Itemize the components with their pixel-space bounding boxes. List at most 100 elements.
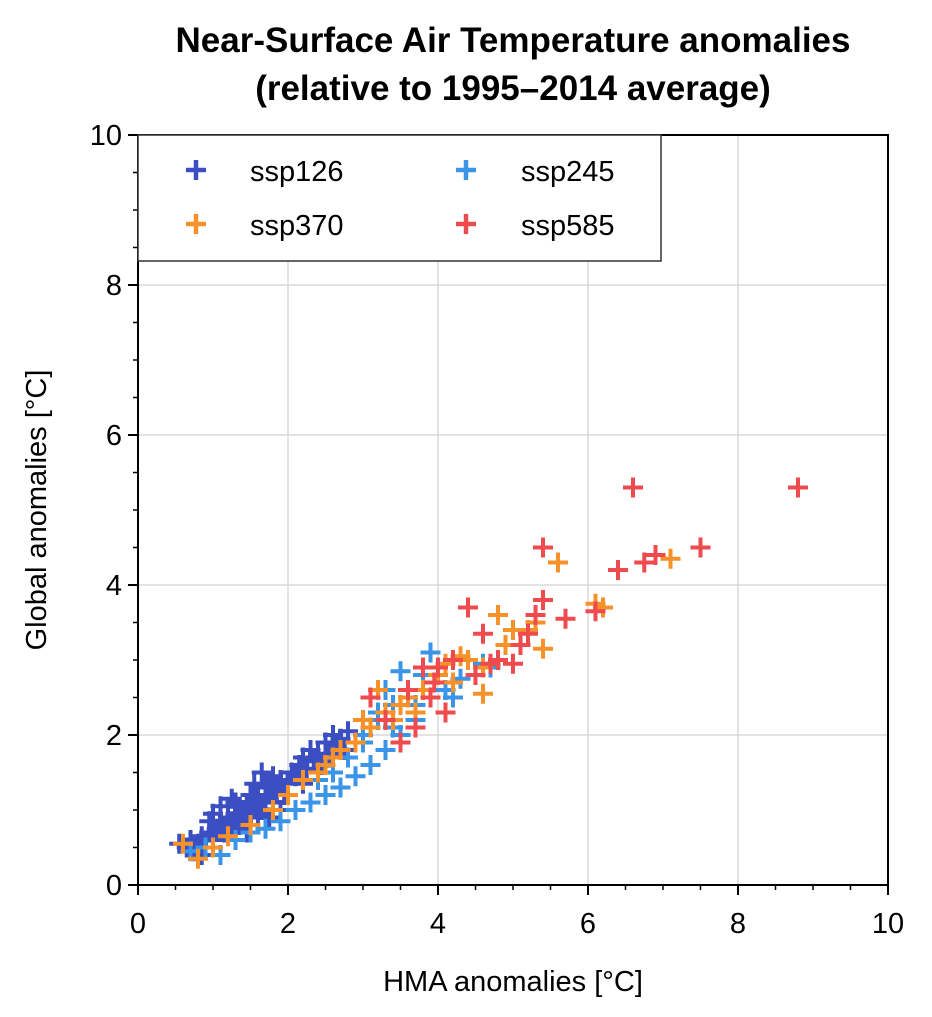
data-point — [255, 818, 276, 839]
data-point — [199, 811, 220, 832]
y-tick-label: 0 — [106, 870, 122, 902]
y-tick-label: 8 — [106, 270, 122, 302]
series-ssp370 — [173, 548, 681, 869]
y-tick-label: 6 — [106, 420, 122, 452]
data-point — [420, 687, 441, 708]
y-axis-label: Global anomalies [°C] — [21, 370, 53, 651]
data-points — [169, 477, 808, 869]
data-point — [585, 601, 606, 622]
y-tick-label: 4 — [106, 570, 122, 602]
data-point — [308, 743, 328, 764]
data-point — [390, 695, 411, 715]
data-point — [503, 653, 523, 674]
data-point — [218, 826, 238, 847]
legend-marker-ssp370 — [186, 214, 206, 234]
data-point — [608, 560, 628, 580]
data-point — [390, 732, 411, 753]
data-point — [353, 710, 373, 730]
data-point — [375, 740, 396, 760]
data-point — [488, 605, 508, 625]
x-tick-label: 8 — [730, 908, 746, 940]
data-point — [555, 608, 576, 629]
data-point — [473, 683, 493, 704]
data-point — [424, 672, 445, 693]
legend-marker-ssp126 — [186, 160, 206, 180]
x-tick-label: 4 — [430, 908, 446, 940]
data-point — [210, 796, 231, 817]
data-point — [518, 623, 538, 644]
data-point — [510, 635, 531, 655]
data-point — [443, 672, 463, 693]
y-tick-label: 2 — [106, 720, 122, 752]
y-tick-labels: 0 2 4 6 8 10 — [90, 120, 122, 902]
data-point — [788, 477, 808, 498]
legend-label-ssp245: ssp245 — [521, 156, 615, 188]
data-point — [315, 785, 336, 805]
x-tick-label: 2 — [280, 908, 296, 940]
legend-label-ssp370: ssp370 — [250, 210, 344, 242]
data-point — [300, 792, 321, 813]
legend-label-ssp126: ssp126 — [250, 156, 344, 188]
data-point — [293, 770, 313, 790]
data-point — [221, 788, 242, 809]
data-point — [420, 642, 441, 663]
data-point — [660, 548, 681, 569]
data-point — [270, 811, 291, 832]
chart-title: Near-Surface Air Temperature anomalies — [176, 21, 851, 60]
legend-box — [137, 134, 662, 262]
data-point — [375, 710, 396, 730]
data-point — [533, 590, 553, 610]
data-point — [413, 657, 433, 678]
legend-marker-ssp585 — [456, 214, 476, 234]
data-point — [690, 537, 711, 558]
data-point — [480, 653, 501, 674]
data-point — [458, 597, 478, 618]
x-tick-labels: 0 2 4 6 8 10 — [130, 908, 904, 940]
legend: ssp126 ssp245 ssp370 ssp585 — [137, 134, 662, 262]
x-tick-label: 6 — [580, 908, 596, 940]
data-point — [345, 766, 366, 787]
data-point — [623, 477, 643, 498]
data-point — [525, 605, 546, 625]
data-point — [330, 777, 351, 798]
x-tick-label: 0 — [130, 908, 146, 940]
data-point — [225, 792, 246, 813]
data-point — [308, 762, 328, 783]
data-point — [285, 800, 306, 820]
data-point — [360, 687, 381, 708]
data-point — [533, 537, 553, 558]
axis-ticks — [128, 134, 889, 895]
data-point — [248, 803, 268, 824]
data-point — [473, 623, 493, 644]
data-point — [548, 552, 568, 573]
x-tick-label: 10 — [872, 908, 904, 940]
legend-label-ssp585: ssp585 — [521, 210, 615, 242]
data-point — [244, 773, 265, 794]
data-point — [278, 785, 298, 805]
y-tick-label: 10 — [90, 120, 122, 152]
data-point — [173, 833, 193, 854]
data-point — [645, 545, 666, 565]
series-ssp585 — [360, 477, 808, 753]
data-point — [214, 822, 235, 843]
data-point — [533, 638, 553, 659]
data-point — [405, 717, 426, 738]
data-point — [443, 650, 463, 670]
x-axis-label: HMA anomalies [°C] — [383, 966, 643, 998]
data-point — [240, 785, 261, 805]
data-point — [634, 552, 655, 573]
data-point — [203, 837, 223, 858]
data-point — [465, 665, 486, 685]
data-point — [360, 755, 381, 775]
data-point — [398, 680, 418, 700]
data-point — [263, 766, 283, 787]
data-point — [338, 721, 358, 742]
data-point — [390, 661, 411, 682]
data-point — [240, 815, 261, 835]
data-point — [435, 702, 456, 723]
data-point — [263, 800, 283, 820]
data-point — [323, 747, 343, 768]
chart-subtitle: (relative to 1995–2014 average) — [255, 69, 771, 108]
data-point — [345, 732, 366, 753]
